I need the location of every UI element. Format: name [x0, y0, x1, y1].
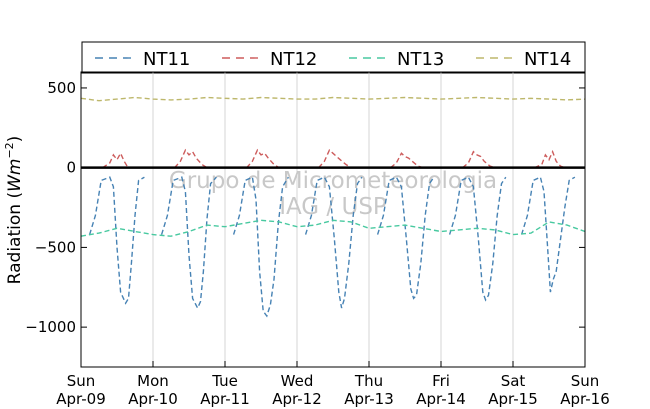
x-tick-label-day-0: Sun	[67, 372, 96, 390]
y-tick-label-2: −500	[35, 238, 76, 256]
series-nt11-day-4	[376, 176, 435, 300]
y-tick-label-1: 0	[66, 159, 76, 177]
x-tick-label-date-0: Apr-09	[56, 390, 106, 408]
y-tick-label-3: −1000	[25, 318, 76, 336]
watermark-line-1: Grupo de Micrometeorologia	[169, 168, 497, 194]
legend-label-nt12: NT12	[270, 49, 317, 70]
x-tick-label-date-6: Apr-15	[488, 390, 538, 408]
y-axis-title-close: )	[5, 136, 25, 143]
series-nt11-day-5	[448, 176, 507, 302]
series-nt11-day-3	[304, 176, 363, 309]
legend: NT11 NT12 NT13 NT14	[95, 49, 571, 70]
grid	[152, 72, 514, 367]
plot-frame	[80, 71, 586, 368]
x-tick-label-day-2: Tue	[211, 372, 238, 390]
y-axis-title-unit: Wm	[5, 159, 25, 192]
x-tick-label-day-1: Mon	[137, 372, 169, 390]
series-nt14-line	[80, 96, 586, 102]
series-nt12-day-3	[318, 148, 352, 169]
y-axis-title-main: Radiation (	[5, 192, 25, 284]
x-tick-label-day-3: Wed	[281, 372, 314, 390]
x-tick-label-date-2: Apr-11	[200, 390, 250, 408]
series-nt12-day-4	[390, 152, 424, 169]
x-tick-label-date-4: Apr-13	[344, 390, 394, 408]
series-nt11-day-1	[160, 176, 217, 310]
watermark: Grupo de Micrometeorologia IAG / USP	[169, 168, 497, 220]
x-tick-label-date-5: Apr-14	[416, 390, 466, 408]
legend-label-nt14: NT14	[524, 49, 571, 70]
x-tick-label-date-7: Apr-16	[560, 390, 610, 408]
y-axis: 500 0 −500 −1000	[25, 79, 585, 336]
legend-label-nt13: NT13	[397, 49, 444, 70]
x-tick-label-day-6: Sat	[501, 372, 526, 390]
x-tick-label-date-1: Apr-10	[128, 390, 178, 408]
legend-label-nt11: NT11	[143, 49, 190, 70]
series-nt11-day-6	[520, 176, 576, 293]
series-nt12-day-0	[102, 151, 132, 169]
y-tick-label-0: 500	[47, 79, 76, 97]
series-group	[80, 96, 586, 318]
x-tick-label-date-3: Apr-12	[272, 390, 322, 408]
x-tick-label-day-7: Sun	[571, 372, 600, 390]
x-tick-label-day-4: Thu	[354, 372, 383, 390]
watermark-line-2: IAG / USP	[279, 194, 387, 220]
y-axis-title: Radiation (Wm−2)	[3, 136, 25, 285]
series-nt11-day-0	[88, 176, 145, 305]
series-nt13-line	[80, 219, 586, 237]
series-nt12-day-6	[534, 149, 566, 169]
x-tick-label-day-5: Fri	[432, 372, 450, 390]
y-axis-title-exp: −2	[3, 142, 16, 158]
series-nt12-day-5	[462, 150, 496, 169]
series-nt12-day-1	[174, 148, 208, 169]
legend-box	[81, 41, 586, 74]
x-axis: SunApr-09MonApr-10TueApr-11WedApr-12ThuA…	[56, 361, 610, 408]
series-nt12-day-2	[246, 148, 280, 169]
series-nt11-day-2	[232, 176, 289, 318]
